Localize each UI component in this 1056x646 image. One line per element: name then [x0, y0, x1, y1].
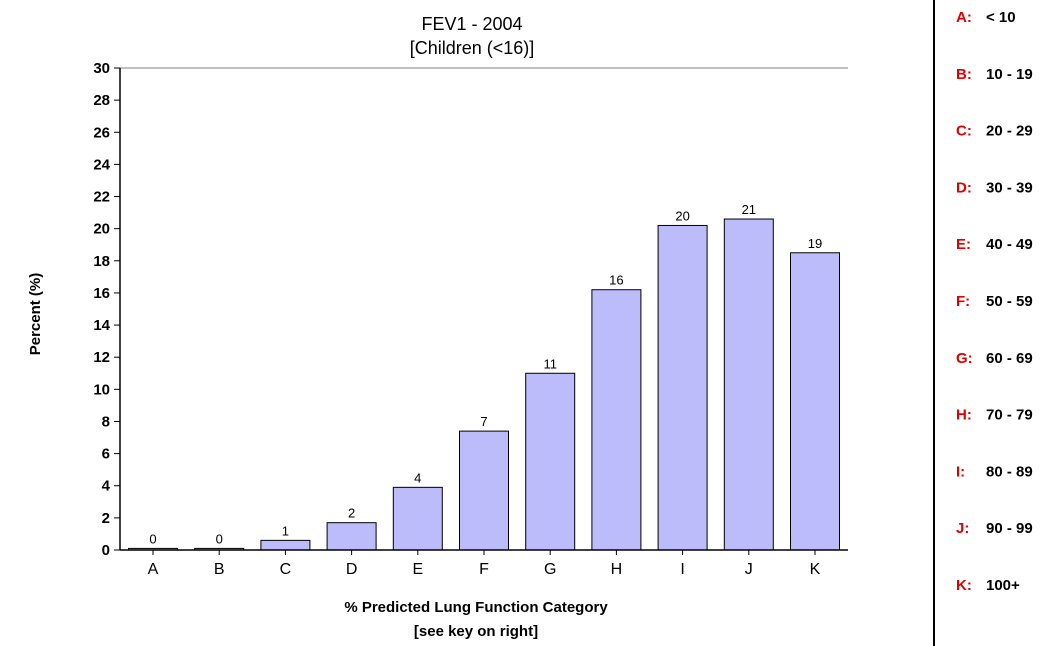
data-label: 0: [216, 531, 223, 546]
data-label: 11: [543, 356, 557, 371]
x-tick-label: H: [611, 561, 623, 578]
key-range: 10 - 19: [986, 66, 1033, 83]
x-tick-label: F: [479, 561, 489, 578]
x-tick-label: K: [810, 561, 821, 578]
y-tick-label: 18: [93, 253, 110, 270]
data-label: 20: [675, 208, 689, 223]
y-axis-label: Percent (%): [27, 273, 44, 356]
y-tick-label: 14: [93, 317, 110, 334]
key-letter: G:: [956, 350, 973, 367]
key-letter: F:: [956, 293, 970, 310]
data-label: 4: [414, 470, 421, 485]
data-label: 2: [348, 506, 355, 521]
key-range: 50 - 59: [986, 293, 1033, 310]
x-axis: A B C D E F G H I J K: [120, 549, 848, 578]
x-tick-label: J: [745, 561, 753, 578]
key-row: G: 60 - 69: [956, 350, 1033, 367]
bar-j: [723, 218, 774, 551]
y-tick-label: 24: [93, 156, 110, 173]
key-row: D: 30 - 39: [956, 179, 1033, 196]
data-label: 0: [149, 531, 156, 546]
bar-h: [591, 289, 642, 551]
y-tick-label: 8: [102, 413, 110, 430]
key-range: 60 - 69: [986, 350, 1033, 367]
chart-title: FEV1 - 2004: [421, 14, 522, 34]
key-row: E: 40 - 49: [956, 236, 1033, 253]
key-row: B: 10 - 19: [956, 66, 1033, 83]
key-range: 20 - 29: [986, 123, 1033, 140]
bar-f: [459, 430, 509, 551]
data-label: 19: [808, 236, 822, 251]
bar-i: [657, 224, 708, 551]
x-tick-label: E: [412, 561, 423, 578]
x-axis-label-note: [see key on right]: [414, 623, 538, 640]
y-tick-label: 16: [93, 285, 110, 302]
key-range: 80 - 89: [986, 463, 1033, 480]
y-tick-label: 2: [102, 510, 110, 527]
key-row: C: 20 - 29: [956, 123, 1033, 140]
y-tick-label: 30: [93, 60, 110, 77]
x-tick-label: A: [148, 561, 159, 578]
key-range: 100+: [986, 577, 1020, 594]
key-letter: A:: [956, 9, 972, 26]
bars: 0 0 1 2 4 7 11 16 20 21 19: [128, 202, 840, 551]
y-tick-label: 20: [93, 221, 110, 238]
key-row: A: < 10: [956, 9, 1016, 26]
key-row: K: 100+: [956, 577, 1020, 594]
y-tick-label: 10: [93, 381, 110, 398]
category-key: A: < 10 B: 10 - 19 C: 20 - 29 D: 30 - 39 E: 40 - …: [956, 9, 1033, 594]
key-letter: D:: [956, 179, 972, 196]
x-axis-label: % Predicted Lung Function Category: [344, 599, 608, 616]
key-letter: H:: [956, 407, 972, 424]
key-letter: B:: [956, 66, 972, 83]
bar-c: [260, 539, 311, 551]
data-label: 1: [282, 523, 289, 538]
bar-e: [392, 486, 443, 551]
data-label: 21: [742, 202, 756, 217]
key-range: < 10: [986, 9, 1016, 26]
y-tick-label: 0: [102, 542, 110, 559]
key-row: I: 80 - 89: [956, 463, 1033, 480]
y-tick-label: 6: [102, 446, 110, 463]
y-tick-label: 22: [93, 189, 110, 206]
data-label: 7: [480, 414, 487, 429]
y-tick-label: 4: [102, 478, 111, 495]
key-range: 30 - 39: [986, 179, 1033, 196]
data-label: 16: [609, 273, 623, 288]
y-tick-label: 12: [93, 349, 110, 366]
key-letter: I:: [956, 463, 965, 480]
key-row: F: 50 - 59: [956, 293, 1033, 310]
key-row: H: 70 - 79: [956, 407, 1033, 424]
x-tick-label: B: [214, 561, 225, 578]
chart-subtitle: [Children (<16)]: [410, 38, 535, 58]
x-tick-label: I: [680, 561, 684, 578]
x-tick-label: G: [544, 561, 556, 578]
key-range: 40 - 49: [986, 236, 1033, 253]
y-tick-label: 28: [93, 92, 110, 109]
key-letter: J:: [956, 520, 969, 537]
key-row: J: 90 - 99: [956, 520, 1033, 537]
key-letter: K:: [956, 577, 972, 594]
x-tick-label: C: [280, 561, 292, 578]
x-tick-label: D: [346, 561, 358, 578]
key-range: 70 - 79: [986, 407, 1033, 424]
bar-k: [790, 252, 840, 551]
bar-d: [326, 522, 377, 551]
y-tick-label: 26: [93, 124, 110, 141]
key-letter: E:: [956, 236, 971, 253]
key-range: 90 - 99: [986, 520, 1033, 537]
bar-g: [525, 372, 576, 551]
key-letter: C:: [956, 123, 972, 140]
